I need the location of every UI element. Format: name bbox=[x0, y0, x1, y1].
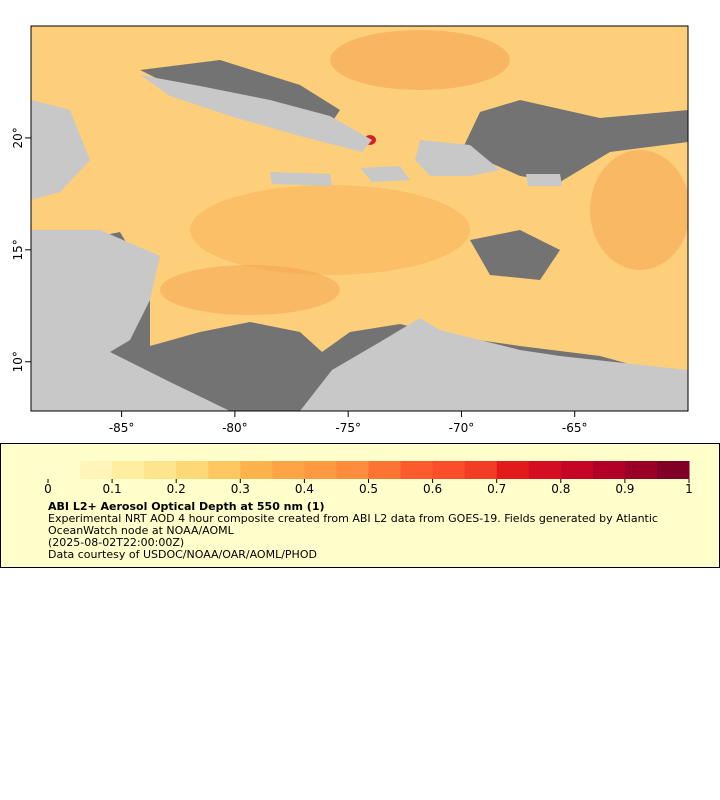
colorbar-step bbox=[560, 461, 594, 479]
aerosol-patch bbox=[590, 150, 688, 270]
legend-title: ABI L2+ Aerosol Optical Depth at 550 nm … bbox=[48, 500, 325, 513]
colorbar-step bbox=[656, 461, 690, 479]
x-tick-label: -70° bbox=[449, 421, 475, 435]
colorbar-step bbox=[624, 461, 658, 479]
colorbar-step bbox=[592, 461, 626, 479]
colorbar-tick-label: 0.8 bbox=[551, 482, 570, 496]
colorbar-step bbox=[496, 461, 530, 479]
colorbar-tick-label: 0 bbox=[44, 482, 52, 496]
colorbar-tick-label: 0.6 bbox=[423, 482, 442, 496]
aerosol-patch bbox=[190, 185, 470, 275]
land bbox=[31, 230, 230, 411]
colorbar-step bbox=[272, 461, 305, 479]
colorbar-step bbox=[176, 461, 209, 479]
colorbar-tick-label: 0.2 bbox=[167, 482, 186, 496]
land bbox=[300, 318, 688, 411]
legend: 0 0.1 0.2 0.3 0.4 0.5 0.6 0.7 0.8 0.9 1 ABI L2+ Ae… bbox=[0, 443, 720, 568]
land bbox=[140, 75, 372, 152]
colorbar-step bbox=[464, 461, 498, 479]
colorbar: 0 0.1 0.2 0.3 0.4 0.5 0.6 0.7 0.8 0.9 1 bbox=[44, 461, 693, 496]
x-tick-label: -65° bbox=[562, 421, 588, 435]
no-data-region bbox=[470, 230, 560, 280]
no-data-region bbox=[150, 324, 322, 411]
map-plot: -85° -80° -75° -70° -65° 10° 15° 20° bbox=[11, 25, 689, 435]
colorbar-tick-label: 0.7 bbox=[487, 482, 506, 496]
legend-time: (2025-08-02T22:00:00Z) bbox=[48, 536, 185, 549]
land bbox=[360, 166, 410, 182]
y-tick-label: 10° bbox=[11, 351, 25, 372]
colorbar-step bbox=[208, 461, 241, 479]
colorbar-step bbox=[400, 461, 434, 479]
colorbar-step bbox=[336, 461, 369, 479]
legend-description: Experimental NRT AOD 4 hour composite cr… bbox=[48, 512, 658, 537]
y-tick-label: 20° bbox=[11, 127, 25, 148]
colorbar-tick-label: 1 bbox=[685, 482, 693, 496]
colorbar-step bbox=[304, 461, 337, 479]
land bbox=[31, 100, 90, 200]
x-tick-label: -75° bbox=[335, 421, 361, 435]
legend-credit: Data courtesy of USDOC/NOAA/OAR/AOML/PHO… bbox=[48, 548, 317, 561]
map-frame bbox=[30, 25, 689, 412]
x-tick-label: -80° bbox=[222, 421, 248, 435]
colorbar-step bbox=[528, 461, 562, 479]
land bbox=[415, 140, 500, 176]
x-tick-label: -85° bbox=[109, 421, 135, 435]
colorbar-step bbox=[80, 461, 113, 479]
aerosol-patch bbox=[330, 30, 510, 90]
colorbar-tick-label: 0.5 bbox=[359, 482, 378, 496]
land bbox=[526, 174, 562, 186]
colorbar-step bbox=[48, 461, 81, 479]
colorbar-step bbox=[368, 461, 402, 479]
land bbox=[270, 172, 332, 186]
colorbar-step bbox=[240, 461, 273, 479]
colorbar-step bbox=[144, 461, 177, 479]
colorbar-tick-label: 0.4 bbox=[295, 482, 314, 496]
map-field bbox=[31, 26, 688, 411]
colorbar-tick-label: 0.3 bbox=[231, 482, 250, 496]
aerosol-patch bbox=[160, 265, 340, 315]
colorbar-step bbox=[432, 461, 466, 479]
colorbar-tick-label: 0.9 bbox=[615, 482, 634, 496]
colorbar-step bbox=[112, 461, 145, 479]
y-tick-label: 15° bbox=[11, 239, 25, 260]
colorbar-tick-label: 0.1 bbox=[103, 482, 122, 496]
